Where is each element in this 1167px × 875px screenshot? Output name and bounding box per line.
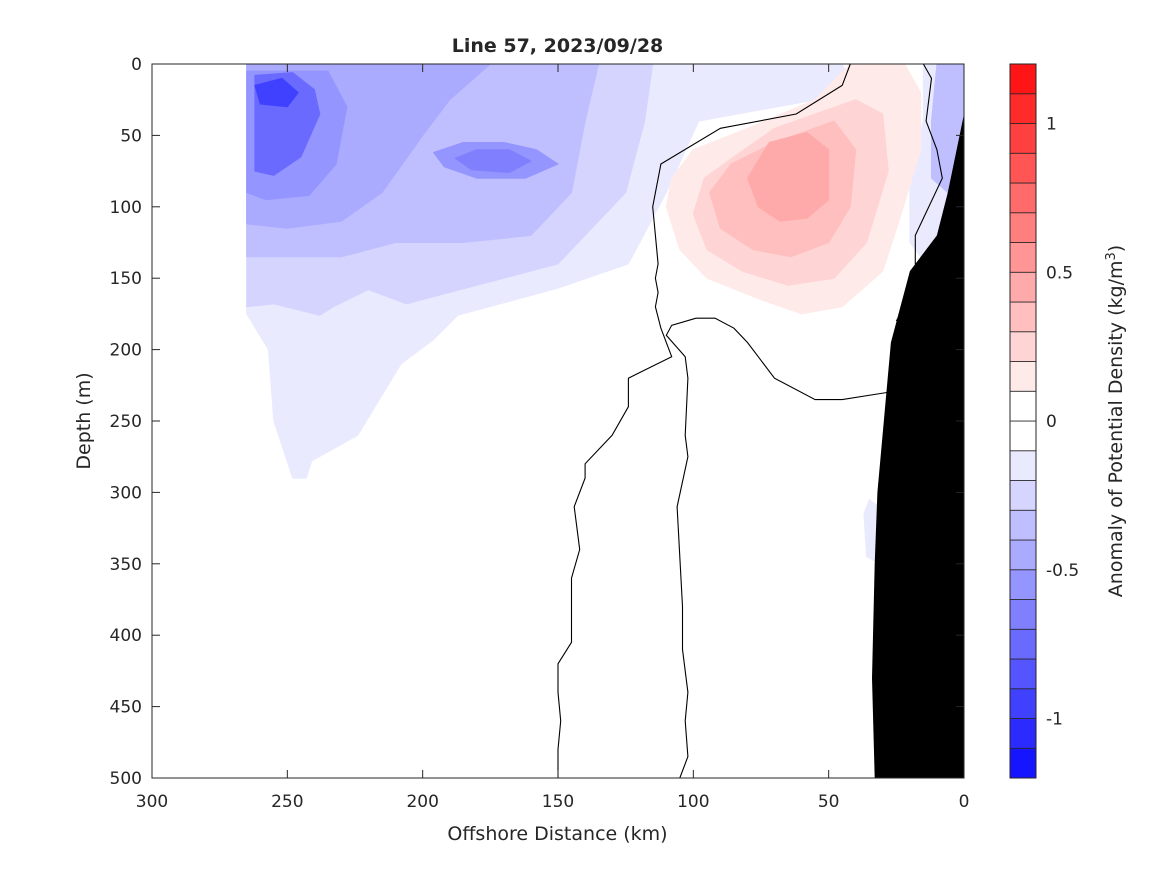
x-tick-label: 250 <box>271 792 303 812</box>
y-axis-label: Depth (m) <box>73 372 95 469</box>
x-tick-label: 200 <box>406 792 438 812</box>
colorbar-swatch <box>1009 331 1037 362</box>
colorbar-swatch <box>1009 539 1037 571</box>
anomaly-region-positive-core <box>747 132 830 222</box>
colorbar-swatch <box>1009 152 1037 184</box>
y-tick-label: 100 <box>110 198 142 218</box>
y-tick-label: 450 <box>110 698 142 718</box>
y-tick-label: 300 <box>110 483 142 503</box>
plot-area <box>246 63 965 779</box>
y-tick-label: 400 <box>110 626 142 646</box>
colorbar: -1 -0.5 0 0.5 1 <box>1009 63 1079 779</box>
colorbar-swatch <box>1009 628 1037 660</box>
y-tick-label: 50 <box>120 126 142 146</box>
y-tick-label: 250 <box>110 412 142 432</box>
x-tick-label: 300 <box>136 792 168 812</box>
x-tick-label: 0 <box>959 792 970 812</box>
bathymetry-seafloor <box>872 114 964 778</box>
anomaly-region-negative-core-mid <box>454 149 532 173</box>
y-tick-label: 350 <box>110 555 142 575</box>
colorbar-swatch <box>1009 182 1037 214</box>
chart-title: Line 57, 2023/09/28 <box>452 35 664 57</box>
colorbar-swatch <box>1009 658 1037 690</box>
y-tick-label: 500 <box>110 769 142 789</box>
colorbar-swatch <box>1009 569 1037 600</box>
colorbar-swatch <box>1009 747 1037 779</box>
x-axis-label: Offshore Distance (km) <box>447 823 667 845</box>
colorbar-swatch <box>1009 480 1037 511</box>
colorbar-swatch <box>1009 688 1037 719</box>
zero-contour-line <box>557 63 851 778</box>
x-axis-ticks: 300 250 200 150 100 50 0 <box>136 64 970 812</box>
colorbar-swatch <box>1009 509 1037 541</box>
colorbar-label-close: ) <box>1105 245 1127 252</box>
colorbar-swatch <box>1009 93 1037 124</box>
colorbar-swatch <box>1009 63 1037 95</box>
colorbar-swatch <box>1009 450 1037 481</box>
anomaly-region-negative-core-west <box>254 77 299 108</box>
colorbar-swatch <box>1009 599 1037 630</box>
zero-contour-line <box>665 317 697 779</box>
x-tick-label: 100 <box>677 792 709 812</box>
colorbar-swatch <box>1009 718 1037 749</box>
colorbar-swatch <box>1009 420 1037 452</box>
y-tick-label: 200 <box>110 341 142 361</box>
colorbar-swatch <box>1009 390 1037 422</box>
colorbar-label-superscript: 3 <box>1104 252 1119 260</box>
x-tick-label: 50 <box>818 792 840 812</box>
colorbar-swatch <box>1009 123 1037 154</box>
y-axis-ticks: 0 50 100 150 200 250 300 350 400 450 500 <box>110 55 964 789</box>
y-tick-label: 150 <box>110 269 142 289</box>
colorbar-swatch <box>1009 301 1037 333</box>
colorbar-swatch <box>1009 242 1037 273</box>
colorbar-tick-label: 0.5 <box>1046 263 1073 283</box>
y-tick-label: 0 <box>131 55 142 75</box>
colorbar-swatch <box>1009 212 1037 243</box>
colorbar-label-main: Anomaly of Potential Density (kg/m <box>1105 261 1127 598</box>
colorbar-tick-label: 0 <box>1046 412 1057 432</box>
colorbar-label: Anomaly of Potential Density (kg/m3) <box>1104 245 1127 597</box>
colorbar-tick-label: -0.5 <box>1046 561 1079 581</box>
colorbar-swatch <box>1009 361 1037 392</box>
zero-contour-line <box>696 317 897 401</box>
colorbar-frame <box>1009 63 1037 779</box>
x-tick-label: 150 <box>542 792 574 812</box>
colorbar-tick-label: -1 <box>1046 710 1063 730</box>
colorbar-tick-label: 1 <box>1046 115 1057 135</box>
colorbar-swatch <box>1009 271 1037 303</box>
